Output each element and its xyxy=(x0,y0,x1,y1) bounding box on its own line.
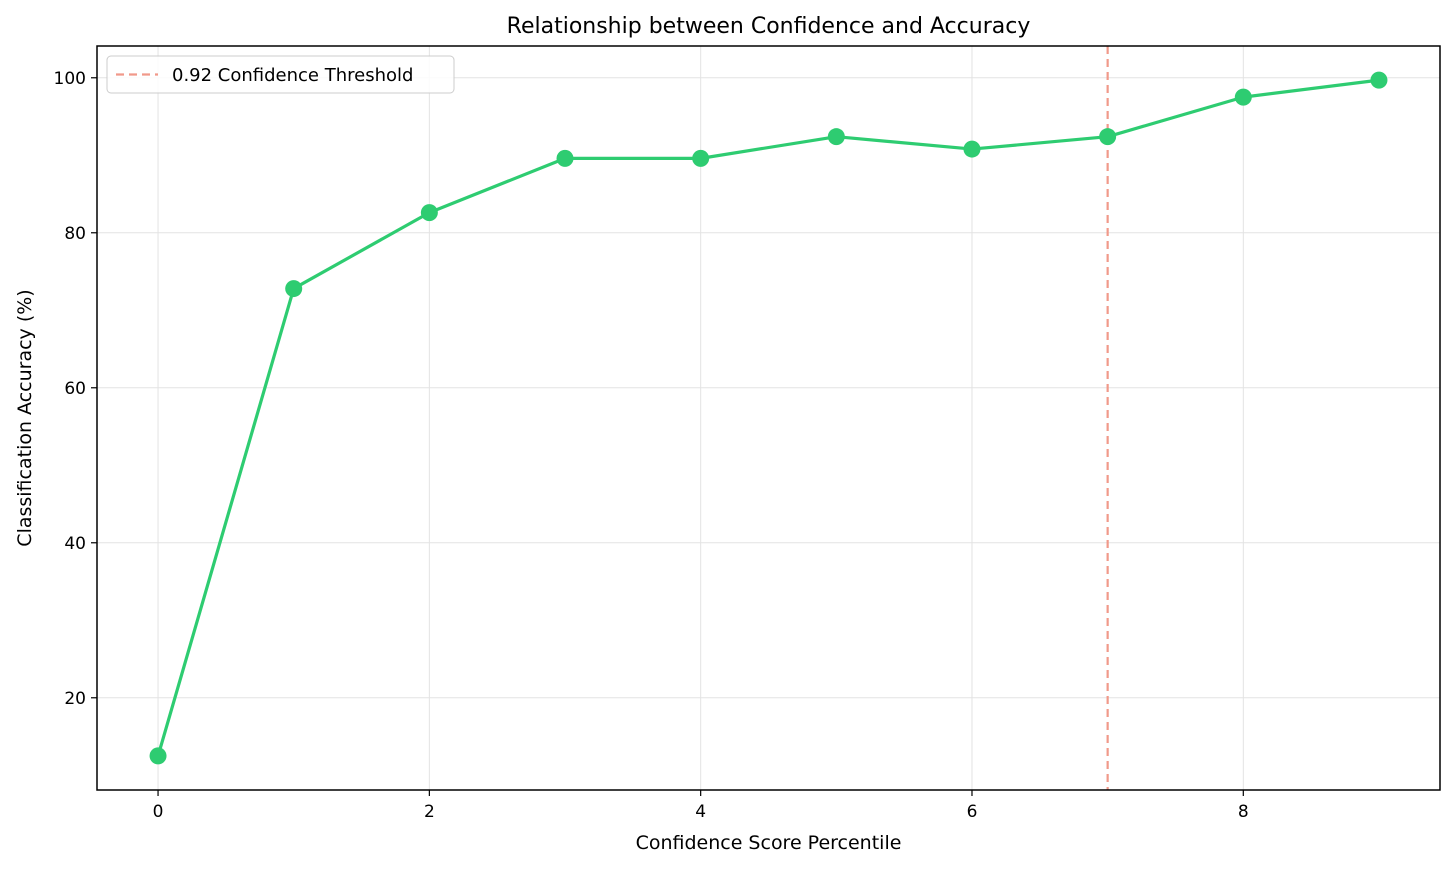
data-point xyxy=(1099,128,1117,146)
x-tick-label: 4 xyxy=(695,802,706,822)
x-tick-label: 8 xyxy=(1238,802,1249,822)
grid xyxy=(97,46,1440,790)
data-point xyxy=(556,149,574,167)
x-tick-label: 0 xyxy=(153,802,164,822)
x-axis-label: Confidence Score Percentile xyxy=(636,832,902,854)
y-tick-label: 20 xyxy=(64,689,86,709)
data-point xyxy=(285,280,303,298)
legend-entry-threshold: 0.92 Confidence Threshold xyxy=(172,65,413,86)
y-axis-ticks: 20 40 60 80 100 xyxy=(54,69,97,709)
x-axis-ticks: 0 2 4 6 8 xyxy=(153,790,1249,822)
y-tick-label: 80 xyxy=(64,224,86,244)
data-point xyxy=(827,128,845,146)
data-point xyxy=(149,747,167,765)
data-point xyxy=(1370,71,1388,89)
series-line xyxy=(156,78,1381,758)
x-tick-label: 6 xyxy=(967,802,978,822)
y-tick-label: 40 xyxy=(64,534,86,554)
x-tick-label: 2 xyxy=(424,802,435,822)
y-tick-label: 60 xyxy=(64,379,86,399)
plot-frame xyxy=(96,45,1441,791)
data-point xyxy=(963,140,981,158)
y-tick-label: 100 xyxy=(54,69,86,89)
chart-title: Relationship between Confidence and Accu… xyxy=(507,14,1031,39)
legend-box xyxy=(106,55,455,94)
y-axis-label: Classification Accuracy (%) xyxy=(14,289,36,546)
series-layer xyxy=(149,71,1388,765)
data-point xyxy=(420,204,438,222)
data-point xyxy=(692,149,710,167)
data-point xyxy=(1234,88,1252,106)
legend: 0.92 Confidence Threshold xyxy=(106,55,455,94)
